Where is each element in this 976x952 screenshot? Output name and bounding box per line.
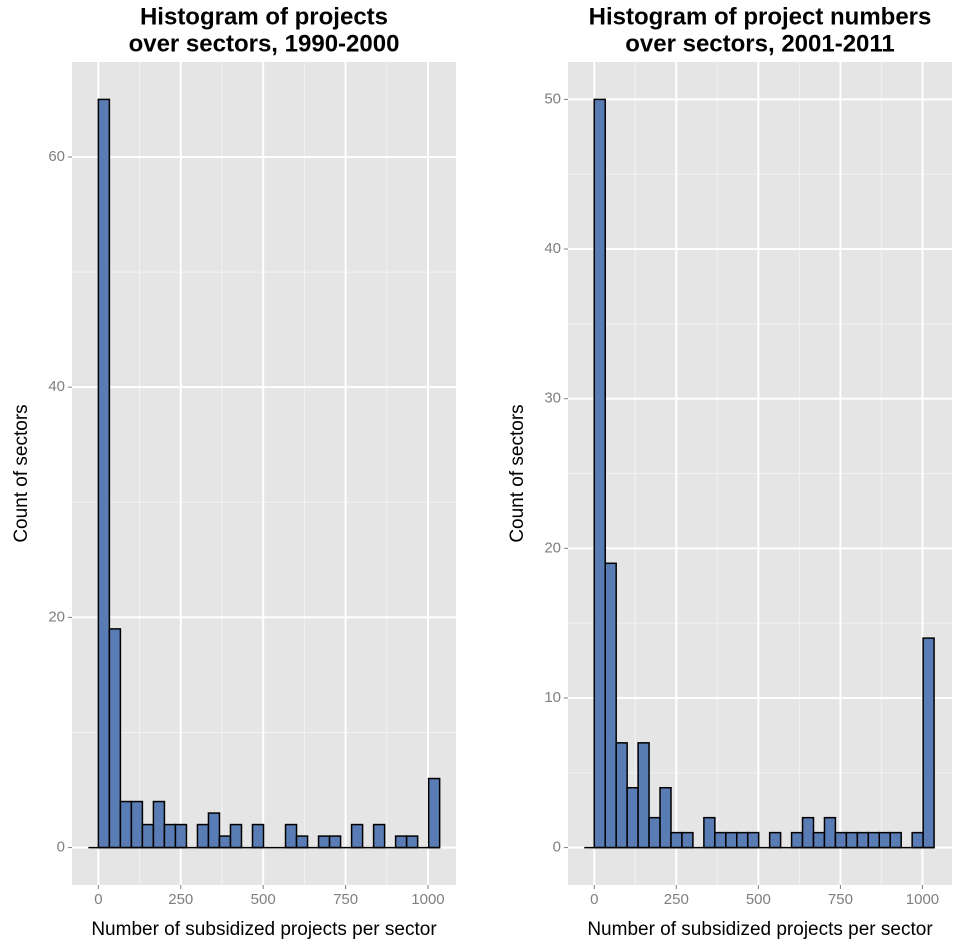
bar bbox=[714, 831, 727, 849]
x-tick-label: 750 bbox=[828, 891, 853, 908]
bar bbox=[141, 823, 155, 849]
y-tick-label: 40 bbox=[48, 378, 65, 395]
x-axis-label: Number of subsidized projects per sector bbox=[91, 919, 437, 940]
bar bbox=[328, 835, 342, 849]
y-tick-label: 20 bbox=[544, 539, 561, 556]
x-tick-label: 0 bbox=[590, 891, 598, 908]
bar bbox=[725, 831, 738, 849]
bar bbox=[593, 98, 606, 849]
bar bbox=[801, 816, 815, 849]
chart-title: over sectors, 2001-2011 bbox=[625, 30, 895, 57]
bar bbox=[130, 800, 144, 849]
y-tick-label: 30 bbox=[544, 390, 561, 407]
bar bbox=[856, 831, 870, 849]
y-axis-label: Count of sectors bbox=[507, 404, 528, 542]
bar bbox=[604, 562, 617, 849]
bar bbox=[746, 831, 760, 849]
bar bbox=[615, 742, 628, 849]
x-tick-label: 250 bbox=[168, 891, 193, 908]
y-tick-label: 60 bbox=[48, 148, 65, 165]
bar bbox=[119, 800, 133, 849]
bar bbox=[681, 831, 694, 849]
bar bbox=[372, 823, 386, 849]
y-axis-label: Count of sectors bbox=[11, 404, 32, 542]
bar bbox=[394, 835, 408, 849]
bar bbox=[659, 786, 672, 849]
bar bbox=[174, 823, 188, 849]
y-tick-label: 0 bbox=[57, 839, 65, 856]
bar bbox=[626, 786, 639, 849]
x-tick-label: 0 bbox=[94, 891, 102, 908]
bar bbox=[637, 742, 650, 849]
bar bbox=[295, 835, 309, 849]
bar bbox=[670, 831, 683, 849]
bar bbox=[790, 831, 804, 849]
bar bbox=[350, 823, 364, 849]
x-tick-label: 1000 bbox=[411, 891, 444, 908]
chart-title: Histogram of projects bbox=[140, 3, 388, 30]
bar bbox=[823, 816, 837, 849]
bar bbox=[812, 831, 826, 849]
bar bbox=[97, 98, 111, 849]
x-tick-label: 500 bbox=[251, 891, 276, 908]
bar bbox=[834, 831, 848, 849]
bar bbox=[768, 831, 782, 849]
bar bbox=[152, 800, 166, 849]
x-axis-label: Number of subsidized projects per sector bbox=[587, 919, 933, 940]
x-tick-label: 750 bbox=[333, 891, 358, 908]
bar bbox=[922, 637, 935, 849]
bar bbox=[284, 823, 298, 849]
bar bbox=[703, 816, 716, 849]
bar bbox=[736, 831, 749, 849]
bar bbox=[648, 816, 661, 849]
bar bbox=[889, 831, 902, 849]
y-tick-label: 0 bbox=[553, 839, 561, 856]
bar bbox=[427, 777, 441, 849]
bar bbox=[867, 831, 881, 849]
bar bbox=[108, 628, 122, 849]
bar bbox=[405, 835, 419, 849]
bar bbox=[196, 823, 210, 849]
chart-title: Histogram of project numbers bbox=[589, 3, 932, 30]
x-tick-label: 250 bbox=[664, 891, 689, 908]
bar bbox=[218, 835, 232, 849]
bar bbox=[845, 831, 859, 849]
bar bbox=[229, 823, 243, 849]
y-tick-label: 10 bbox=[544, 689, 561, 706]
bar bbox=[317, 835, 331, 849]
bar bbox=[163, 823, 177, 849]
y-tick-label: 20 bbox=[48, 608, 65, 625]
x-tick-label: 1000 bbox=[906, 891, 939, 908]
bar bbox=[911, 831, 924, 849]
chart-title: over sectors, 1990-2000 bbox=[129, 30, 400, 57]
bar bbox=[251, 823, 265, 849]
x-tick-label: 500 bbox=[746, 891, 771, 908]
bar bbox=[207, 812, 221, 849]
y-tick-label: 40 bbox=[544, 240, 561, 257]
y-tick-label: 50 bbox=[544, 90, 561, 107]
bar bbox=[878, 831, 891, 849]
